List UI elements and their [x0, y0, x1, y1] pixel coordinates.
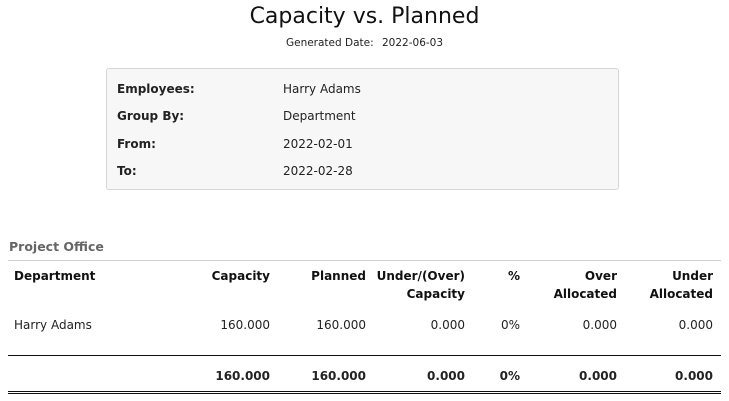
generated-date-value: 2022-06-03 — [382, 37, 444, 49]
header-under-over-capacity: Under/(Over) Capacity — [370, 267, 465, 303]
section-divider — [8, 260, 721, 261]
header-percent: % — [507, 269, 520, 283]
total-under-over: 0.000 — [427, 369, 465, 383]
total-over-allocated: 0.000 — [579, 369, 617, 383]
cell-under-allocated: 0.000 — [678, 318, 713, 332]
param-label: From: — [117, 137, 156, 151]
totals-divider — [8, 355, 721, 356]
report-parameters-panel: Employees: Harry Adams Group By: Departm… — [106, 68, 619, 190]
section-title: Project Office — [9, 239, 104, 254]
cell-department: Harry Adams — [14, 318, 92, 332]
header-text: Under — [672, 269, 713, 283]
report-title: Capacity vs. Planned — [249, 4, 480, 29]
header-text: Allocated — [553, 287, 617, 301]
cell-capacity: 160.000 — [220, 318, 270, 332]
total-percent: 0% — [499, 369, 520, 383]
cell-under-over: 0.000 — [430, 318, 465, 332]
param-label: To: — [117, 164, 137, 178]
cell-planned: 160.000 — [316, 318, 366, 332]
header-text: Capacity — [406, 287, 465, 301]
totals-double-rule — [8, 393, 721, 394]
param-value: 2022-02-01 — [283, 137, 353, 151]
header-capacity: Capacity — [211, 269, 270, 283]
param-value: 2022-02-28 — [283, 164, 353, 178]
header-department: Department — [14, 269, 96, 283]
header-planned: Planned — [311, 269, 366, 283]
totals-double-rule — [8, 391, 721, 392]
header-text: Allocated — [649, 287, 713, 301]
header-over-allocated: Over Allocated — [537, 267, 617, 303]
param-label: Group By: — [117, 109, 185, 123]
header-text: Under/(Over) — [376, 269, 465, 283]
param-value: Department — [283, 109, 356, 123]
cell-over-allocated: 0.000 — [582, 318, 617, 332]
total-planned: 160.000 — [311, 369, 366, 383]
total-under-allocated: 0.000 — [675, 369, 713, 383]
total-capacity: 160.000 — [215, 369, 270, 383]
generated-date-label: Generated Date: — [285, 37, 374, 49]
param-value: Harry Adams — [283, 82, 361, 96]
header-under-allocated: Under Allocated — [633, 267, 713, 303]
header-text: Over — [584, 269, 617, 283]
cell-percent: 0% — [500, 318, 520, 332]
generated-date: Generated Date: 2022-06-03 — [0, 37, 729, 49]
param-label: Employees: — [117, 82, 195, 96]
